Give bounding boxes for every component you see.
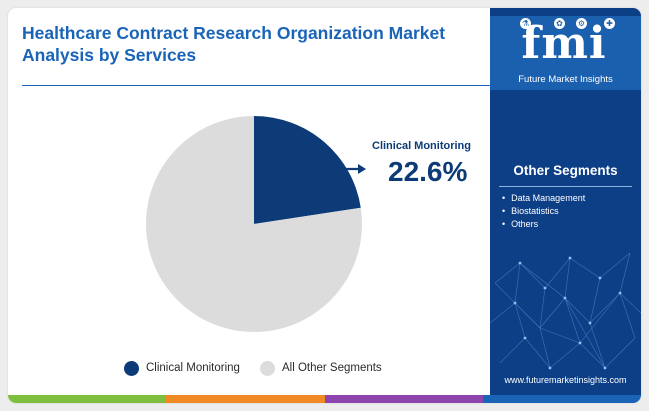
- logo-text: Future Market Insights: [518, 74, 613, 85]
- callout-value: 22.6%: [388, 156, 468, 187]
- chart-title: Healthcare Contract Research Organizatio…: [22, 23, 446, 65]
- other-segments-list: Data Management Biostatistics Others: [502, 192, 585, 231]
- legend-label: All Other Segments: [281, 362, 382, 374]
- network-pattern: [490, 252, 641, 370]
- sidebar-divider: [499, 186, 632, 187]
- sidebar: ⚗ ✿ ⚙ ✚ fmi Future Market Insights Other…: [490, 8, 641, 395]
- bottom-bar-segment: [8, 395, 167, 403]
- logo-mark: fmi: [521, 18, 607, 69]
- cart-icon: ✚: [604, 18, 615, 29]
- website-url[interactable]: www.futuremarketinsights.com: [504, 375, 627, 385]
- leaf-icon: ✿: [554, 18, 565, 29]
- legend-item-all-other-segments: All Other Segments: [259, 360, 382, 376]
- pie-chart: [145, 116, 366, 332]
- chart-card: Healthcare Contract Research Organizatio…: [8, 8, 641, 403]
- flask-icon: ⚗: [520, 18, 531, 29]
- callout-label: Clinical Monitoring: [372, 140, 471, 152]
- legend-label: Clinical Monitoring: [146, 362, 240, 374]
- title-divider: [22, 85, 496, 86]
- bottom-color-bar: [8, 395, 641, 403]
- list-item: Others: [502, 218, 585, 231]
- bottom-bar-segment: [482, 395, 641, 403]
- pie-slice-clinical-monitoring: [254, 116, 361, 224]
- other-segments-title: Other Segments: [513, 163, 618, 178]
- legend-item-clinical-monitoring: Clinical Monitoring: [124, 360, 240, 376]
- legend-swatch: [259, 360, 275, 376]
- gear-icon: ⚙: [576, 18, 587, 29]
- legend-swatch: [124, 360, 139, 376]
- callout-arrow: [338, 164, 366, 174]
- list-item: Biostatistics: [502, 205, 585, 218]
- pie-slice-all-other-segments: [145, 116, 362, 332]
- logo-icons: ⚗ ✿ ⚙ ✚: [514, 16, 618, 32]
- bottom-bar-segment: [324, 395, 483, 403]
- legend: Clinical Monitoring All Other Segments: [124, 358, 402, 378]
- fmi-logo: ⚗ ✿ ⚙ ✚ fmi Future Market Insights: [490, 16, 641, 90]
- bottom-bar-segment: [166, 395, 325, 403]
- list-item: Data Management: [502, 192, 585, 205]
